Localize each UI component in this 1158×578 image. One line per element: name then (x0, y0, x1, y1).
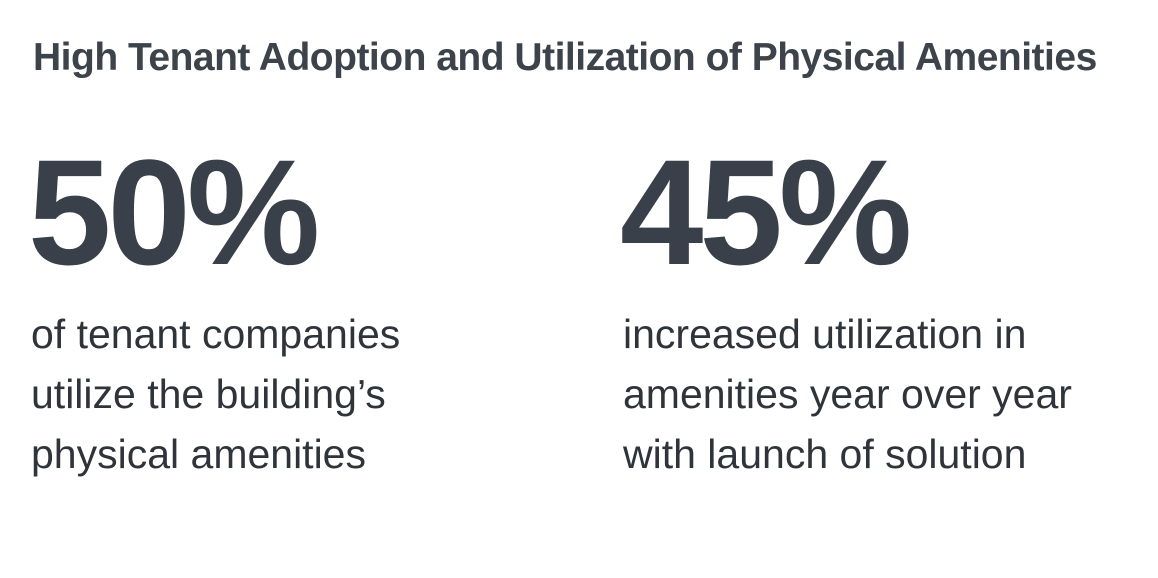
stat-description: increased utilization in amenities year … (623, 311, 1072, 477)
stat-description: of tenant companies utilize the building… (31, 311, 401, 477)
stat-value: 50% (28, 128, 320, 296)
stat-value: 45% (620, 128, 912, 296)
stat-block-utilization-increase: 45% increased utilization in amenities y… (620, 132, 1140, 484)
page-title: High Tenant Adoption and Utilization of … (33, 36, 1097, 79)
stat-block-tenant-companies: 50% of tenant companies utilize the buil… (28, 132, 528, 484)
